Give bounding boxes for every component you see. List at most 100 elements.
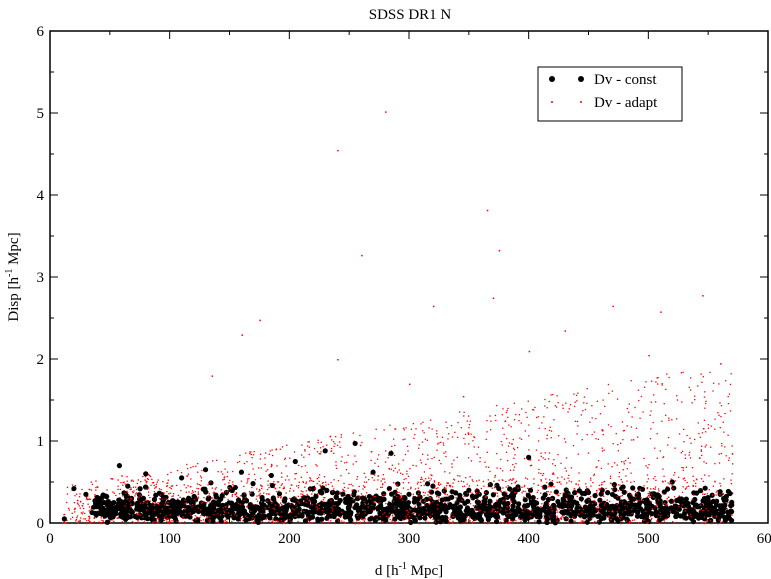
data-point-dv-adapt: [83, 518, 85, 520]
data-point-dv-adapt: [667, 436, 670, 439]
data-point-dv-adapt: [152, 521, 154, 523]
data-point-dv-const: [327, 498, 333, 504]
data-point-dv-adapt: [511, 443, 513, 445]
data-point-dv-const: [657, 517, 663, 523]
data-point-dv-adapt: [293, 490, 295, 492]
data-point-dv-adapt: [468, 427, 470, 429]
data-point-dv-adapt: [80, 512, 83, 514]
data-point-dv-adapt: [597, 438, 599, 441]
data-point-dv-adapt: [185, 487, 187, 489]
data-point-dv-adapt: [607, 383, 610, 386]
data-point-dv-adapt: [579, 521, 582, 524]
data-point-dv-const: [369, 498, 375, 504]
data-point-dv-adapt: [167, 501, 169, 503]
data-point-dv-adapt: [88, 515, 90, 518]
data-point-dv-adapt: [719, 522, 721, 524]
data-point-dv-adapt: [550, 486, 553, 488]
data-point-dv-adapt: [428, 490, 431, 493]
data-point-dv-adapt: [377, 475, 380, 477]
data-point-dv-adapt: [457, 436, 459, 439]
data-point-dv-adapt: [693, 480, 695, 482]
data-point-dv-const: [188, 507, 194, 513]
data-point-dv-const: [343, 510, 349, 516]
data-point-dv-adapt: [246, 506, 248, 508]
data-point-dv-adapt: [578, 513, 580, 515]
data-point-dv-const: [178, 502, 184, 509]
data-point-dv-const: [134, 502, 140, 509]
data-point-dv-adapt: [320, 500, 323, 502]
data-point-dv-adapt: [551, 480, 554, 482]
data-point-dv-adapt: [393, 454, 396, 457]
data-point-dv-const: [319, 502, 325, 508]
data-point-dv-const: [147, 506, 153, 512]
data-point-dv-adapt: [115, 494, 117, 497]
data-point-dv-adapt: [517, 487, 519, 489]
data-point-dv-adapt: [306, 471, 308, 474]
data-point-dv-adapt: [731, 473, 733, 475]
data-point-dv-adapt: [682, 371, 684, 373]
data-point-dv-const: [330, 504, 336, 510]
data-point-dv-adapt: [429, 496, 432, 499]
data-point-dv-adapt: [557, 453, 559, 456]
data-point-dv-adapt: [372, 509, 375, 511]
data-point-dv-adapt: [654, 488, 656, 490]
data-point-dv-const: [477, 511, 483, 517]
data-point-dv-adapt: [450, 521, 452, 524]
data-point-dv-adapt: [207, 517, 209, 519]
data-point-dv-adapt: [161, 508, 163, 510]
data-point-dv-adapt: [362, 519, 364, 521]
data-point-dv-adapt: [226, 518, 228, 521]
data-point-dv-adapt: [321, 484, 324, 487]
data-point-dv-adapt: [524, 490, 526, 493]
data-point-dv-adapt: [274, 483, 276, 485]
data-point-dv-adapt: [438, 497, 440, 499]
data-point-dv-adapt: [667, 515, 669, 517]
data-point-dv-adapt: [718, 453, 720, 455]
data-point-dv-adapt: [230, 514, 233, 516]
data-point-dv-const: [610, 505, 616, 511]
data-point-dv-const: [156, 511, 162, 517]
data-point-dv-const: [380, 507, 386, 513]
data-point-dv-adapt: [682, 478, 684, 480]
data-point-dv-adapt: [596, 495, 599, 497]
data-point-dv-adapt: [446, 427, 448, 429]
data-point-dv-adapt: [373, 496, 375, 498]
data-point-dv-adapt: [468, 485, 471, 487]
data-point-dv-adapt: [691, 499, 693, 501]
data-point-dv-adapt: [559, 518, 562, 520]
data-point-dv-const: [151, 496, 158, 503]
data-point-dv-adapt: [540, 452, 542, 454]
data-point-dv-adapt: [469, 503, 472, 505]
data-point-dv-adapt: [497, 507, 499, 509]
data-point-dv-const: [243, 497, 249, 503]
data-point-dv-adapt: [168, 520, 171, 522]
data-point-dv-adapt: [204, 521, 206, 524]
data-point-dv-const: [504, 494, 510, 500]
data-point-dv-adapt: [673, 522, 675, 524]
data-point-dv-adapt: [420, 462, 423, 464]
data-point-dv-adapt: [87, 498, 90, 500]
data-point-dv-const: [702, 485, 708, 491]
data-point-dv-adapt: [568, 474, 570, 476]
data-point-dv-adapt: [215, 459, 218, 462]
data-point-dv-adapt: [312, 522, 314, 524]
data-point-dv-adapt: [239, 520, 242, 522]
data-point-dv-adapt: [422, 421, 424, 423]
data-point-dv-adapt: [499, 467, 502, 470]
data-point-dv-adapt: [371, 477, 373, 479]
data-point-dv-adapt: [596, 489, 598, 492]
data-point-dv-const: [310, 502, 317, 508]
data-point-dv-const: [282, 496, 288, 502]
data-point-dv-adapt: [281, 446, 284, 448]
data-point-dv-adapt: [468, 443, 470, 445]
data-point-dv-adapt: [357, 514, 359, 516]
data-point-dv-adapt: [280, 519, 283, 522]
data-point-dv-adapt: [466, 420, 468, 422]
data-point-dv-adapt: [512, 520, 514, 522]
data-point-dv-adapt: [681, 401, 683, 403]
data-point-dv-adapt: [277, 496, 279, 498]
x-tick-label: 200: [278, 531, 301, 547]
data-point-dv-adapt: [682, 467, 684, 469]
data-point-dv-adapt: [428, 477, 430, 479]
data-point-dv-adapt: [229, 479, 231, 482]
